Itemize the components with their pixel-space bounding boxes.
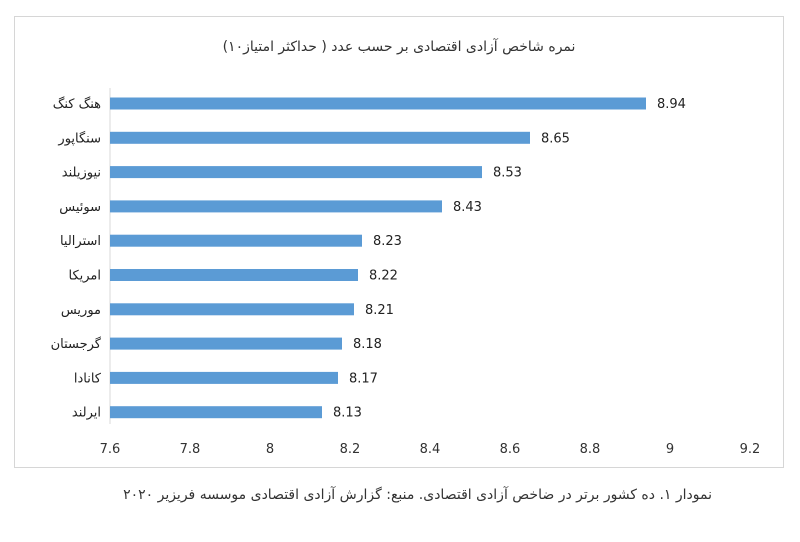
x-tick-label: 8 [266,442,274,457]
data-label: 8.13 [333,406,362,421]
bar [110,337,342,350]
category-label: ایرلند [72,406,101,421]
category-label: کانادا [74,371,102,386]
x-tick-label: 7.8 [180,442,201,457]
bar [110,200,442,213]
bar [110,234,362,247]
category-label: نیوزیلند [62,166,101,181]
category-label: موریس [61,303,101,318]
bar [110,269,358,281]
bar [110,131,530,144]
data-label: 8.17 [349,371,378,386]
data-label: 8.65 [541,131,570,146]
data-label: 8.18 [353,337,382,352]
category-label: هنگ کنگ [53,96,101,112]
data-label: 8.22 [369,269,398,284]
x-tick-label: 9.2 [740,442,761,457]
bar [110,97,646,110]
chart-title: نمره شاخص آزادی اقتصادی بر حسب عدد ( حدا… [222,39,576,55]
bar [110,371,338,384]
data-label: 8.94 [657,97,686,112]
bar [110,406,322,419]
x-tick-label: 7.6 [100,442,121,457]
bar [110,303,354,316]
data-label: 8.43 [453,200,482,215]
data-label: 8.23 [373,234,402,249]
category-label: سنگاپور [57,130,101,146]
category-label: استرالیا [60,234,101,249]
x-tick-label: 8.8 [580,442,601,457]
category-label: گرجستان [51,336,102,352]
figure-caption: نمودار ۱. ده کشور برتر در ضاخص آزادی اقت… [123,487,712,503]
category-label: امریکا [68,269,101,284]
x-tick-label: 8.2 [340,442,361,457]
category-label: سوئیس [59,200,101,215]
bar [110,166,482,179]
data-label: 8.53 [493,166,522,181]
x-tick-label: 8.4 [420,442,441,457]
x-tick-label: 9 [666,442,674,457]
data-label: 8.21 [365,303,394,318]
x-tick-label: 8.6 [500,442,521,457]
